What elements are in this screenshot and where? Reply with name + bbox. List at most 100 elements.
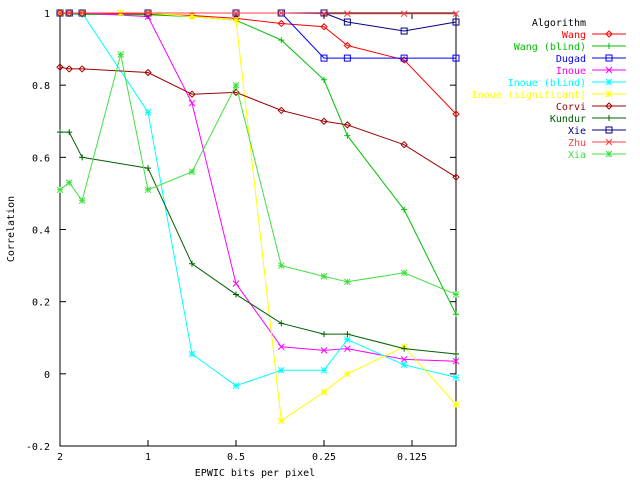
data-point (66, 129, 73, 136)
data-point (189, 260, 196, 267)
y-tick-label: -0.2 (26, 442, 50, 453)
data-point (188, 168, 196, 176)
legend-label: Inoue (556, 66, 586, 77)
series-line (59, 54, 457, 295)
series-5 (56, 9, 460, 425)
legend-label: Xia (568, 150, 586, 161)
data-point (145, 165, 152, 172)
series-line (59, 12, 457, 115)
data-point (144, 68, 152, 77)
legend-label: Zhu (568, 138, 586, 149)
legend-swatch-marker (605, 30, 613, 38)
data-point (401, 345, 408, 352)
data-point (144, 108, 152, 116)
series-9 (56, 9, 460, 18)
y-tick-label: 1 (44, 9, 50, 20)
data-point (56, 186, 64, 194)
x-tick-label: 1 (145, 452, 151, 463)
data-point (400, 27, 408, 35)
y-axis-label: Correlation (6, 196, 17, 262)
data-point (344, 132, 351, 139)
legend-label: Dugad (556, 54, 586, 65)
data-point (277, 106, 285, 115)
legend-label: Xie (568, 126, 586, 137)
series-1 (57, 10, 459, 318)
data-point (65, 9, 73, 17)
data-point (188, 99, 196, 107)
data-point (400, 54, 408, 62)
data-point (65, 65, 73, 73)
data-point (400, 140, 408, 149)
legend-swatch-marker (605, 138, 613, 146)
series-layer (56, 9, 460, 425)
y-tick-label: 0.2 (32, 298, 50, 309)
series-line (60, 12, 456, 15)
data-point (188, 13, 196, 20)
data-point (343, 121, 352, 129)
y-tick-label: 0.8 (32, 81, 50, 92)
data-point (344, 336, 351, 343)
legend-label: Kundur (550, 114, 586, 125)
data-point (188, 350, 196, 358)
data-point (343, 41, 352, 50)
series-10 (56, 51, 460, 298)
series-7 (57, 129, 459, 357)
data-point (320, 117, 328, 125)
y-tick-label: 0.4 (32, 226, 50, 237)
data-point (344, 370, 351, 378)
data-point (452, 18, 460, 26)
data-point (78, 65, 86, 73)
data-point (344, 331, 351, 338)
data-point (321, 331, 328, 338)
series-2 (56, 9, 460, 62)
data-point (78, 197, 86, 204)
data-point (232, 16, 240, 24)
data-point (452, 401, 460, 408)
legend-title: Algorithm (532, 18, 586, 29)
data-point (188, 90, 196, 98)
data-point (320, 388, 328, 396)
data-point (320, 23, 328, 31)
legend-swatch-marker (606, 43, 612, 49)
data-point (452, 357, 460, 365)
series-line (59, 66, 457, 178)
data-point (79, 154, 86, 161)
x-axis-ticks: 2 1 0.5 0.25 0.125 (57, 13, 427, 463)
plot-frame (59, 12, 457, 447)
data-point (232, 81, 240, 89)
data-point (277, 366, 285, 374)
data-point (343, 18, 351, 26)
data-point (401, 206, 408, 213)
data-point (400, 10, 408, 18)
data-point (278, 320, 285, 327)
legend-label: Corvi (556, 102, 586, 113)
data-point (452, 291, 460, 298)
legend-swatch-marker (605, 78, 613, 86)
y-axis-ticks: 1 0.8 0.6 0.4 0.2 0 -0.2 (26, 9, 456, 453)
data-point (144, 9, 152, 17)
y-tick-label: 0 (44, 370, 50, 381)
data-point (320, 366, 328, 374)
data-point (343, 54, 351, 62)
series-3 (56, 9, 460, 365)
x-tick-label: 0.25 (312, 452, 336, 463)
data-point (277, 9, 285, 17)
data-point (117, 51, 125, 58)
x-tick-label: 2 (57, 452, 63, 463)
legend-swatch-marker (605, 150, 613, 158)
data-point (278, 37, 285, 44)
data-point (56, 9, 64, 17)
data-point (452, 10, 460, 18)
data-point (56, 63, 64, 71)
series-line (60, 12, 456, 59)
legend-swatch-marker (605, 90, 613, 98)
data-point (277, 19, 285, 28)
data-point (144, 186, 152, 194)
legend-swatch-marker (606, 115, 612, 121)
data-point (452, 374, 460, 381)
data-point (453, 311, 459, 318)
legend-swatch-marker (605, 66, 613, 74)
series-line (60, 12, 457, 32)
legend-label: Wang (blind) (514, 42, 586, 53)
data-point (344, 345, 351, 352)
